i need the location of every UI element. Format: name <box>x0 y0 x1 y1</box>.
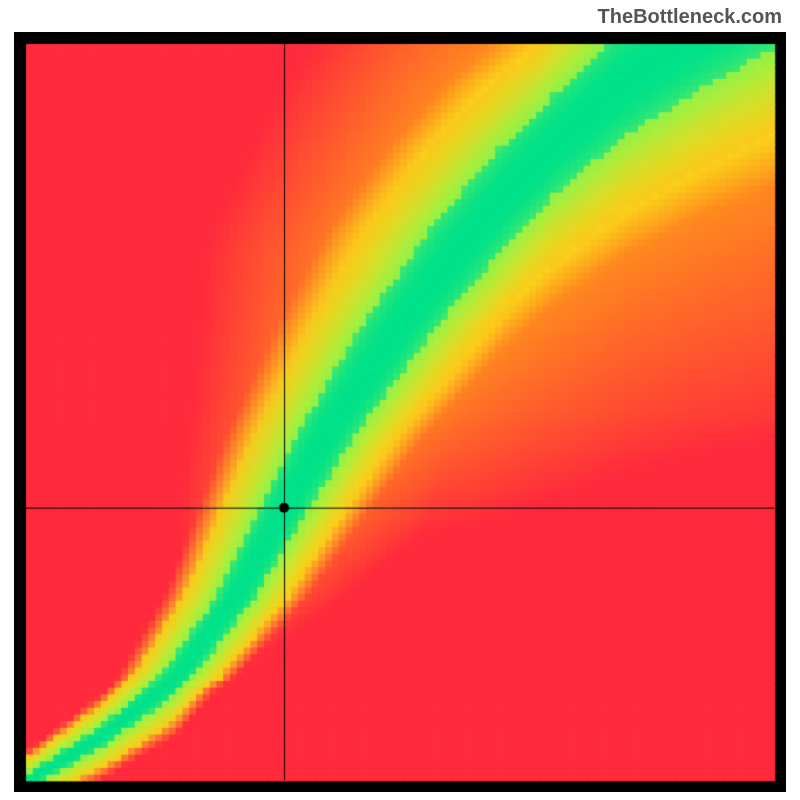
heatmap-canvas <box>14 32 786 792</box>
watermark-text: TheBottleneck.com <box>598 6 782 29</box>
plot-area <box>14 32 786 792</box>
chart-container: TheBottleneck.com <box>0 0 800 800</box>
